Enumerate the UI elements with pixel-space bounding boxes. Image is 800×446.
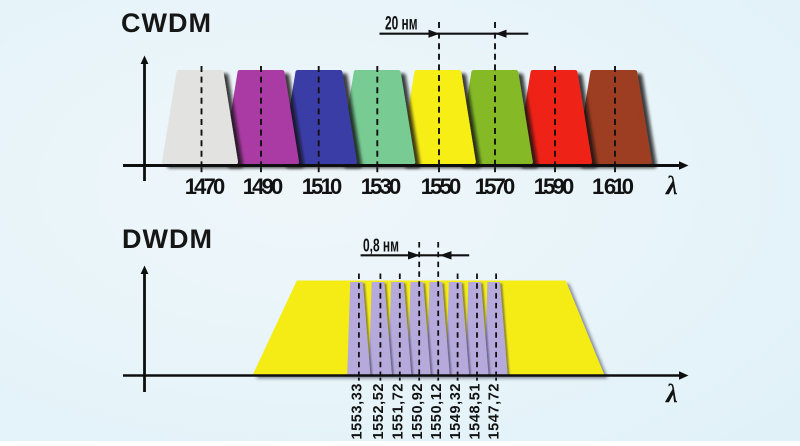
svg-text:1552,52: 1552,52 bbox=[371, 384, 387, 440]
svg-text:0,8 нм: 0,8 нм bbox=[363, 236, 399, 256]
svg-text:1548,51: 1548,51 bbox=[468, 384, 484, 440]
svg-text:1550,92: 1550,92 bbox=[410, 384, 426, 440]
svg-text:1550: 1550 bbox=[421, 174, 462, 199]
svg-text:1490: 1490 bbox=[243, 174, 284, 199]
svg-text:1590: 1590 bbox=[534, 174, 575, 199]
svg-text:λ: λ bbox=[665, 378, 678, 408]
svg-text:1547,72: 1547,72 bbox=[487, 384, 503, 440]
svg-text:1551,72: 1551,72 bbox=[390, 384, 406, 440]
svg-text:1530: 1530 bbox=[361, 174, 402, 199]
svg-text:DWDM: DWDM bbox=[122, 224, 213, 254]
svg-text:1550,12: 1550,12 bbox=[429, 384, 445, 440]
svg-text:1 610: 1 610 bbox=[592, 174, 634, 199]
svg-text:1553,33: 1553,33 bbox=[350, 384, 366, 440]
svg-text:CWDM: CWDM bbox=[121, 8, 212, 38]
svg-text:20 нм: 20 нм bbox=[385, 13, 418, 35]
svg-text:1570: 1570 bbox=[475, 174, 516, 199]
svg-text:1510: 1510 bbox=[302, 174, 343, 199]
svg-text:λ: λ bbox=[665, 170, 678, 200]
svg-text:1549,32: 1549,32 bbox=[448, 384, 464, 440]
svg-text:1470: 1470 bbox=[185, 174, 226, 199]
